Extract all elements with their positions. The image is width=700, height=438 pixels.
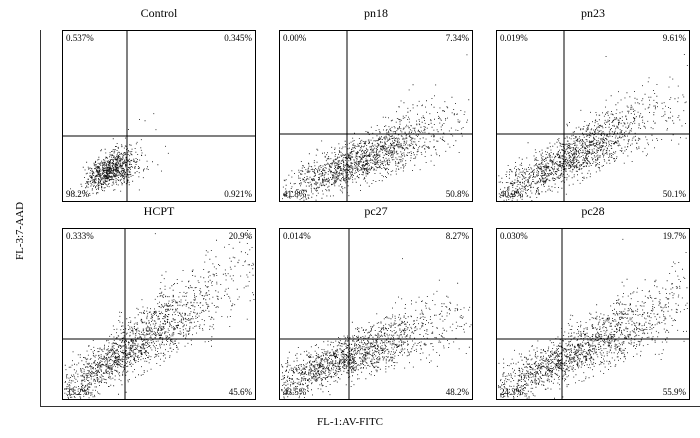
event-dots (282, 54, 470, 201)
y-axis-label: FL-3:7-AAD (14, 201, 26, 260)
panel-title: HCPT (143, 204, 175, 218)
quadrant-upper-right-value: 7.34% (445, 33, 469, 43)
quadrant-upper-right-value: 20.9% (228, 231, 252, 241)
panel-title: pc27 (364, 204, 388, 218)
quadrant-upper-right-value: 8.27% (445, 231, 469, 241)
plot-frame (62, 228, 256, 400)
scatter-plot (279, 228, 473, 400)
quadrant-upper-right-value: 19.7% (662, 231, 686, 241)
quadrant-lower-left-value: 24.3% (500, 387, 524, 397)
scatter-panel-pc28: pc28 0.030% 19.7% 24.3% 55.9% (496, 204, 690, 400)
quadrant-lower-left-value: 33.2% (66, 387, 90, 397)
scatter-plot (496, 30, 690, 202)
scatter-panel-pc27: pc27 0.014% 8.27% 43.5% 48.2% (279, 204, 473, 400)
quadrant-lower-left-value: 43.5% (283, 387, 307, 397)
x-axis-label: FL-1:AV-FITC (316, 416, 384, 428)
scatter-panel-pn23: pn23 0.019% 9.61% 40.2% 50.1% (496, 6, 690, 202)
event-dots (281, 258, 472, 399)
x-axis-line (40, 406, 700, 407)
y-axis-line (40, 30, 41, 406)
scatter-panel-hcpt: HCPT 0.333% 20.9% 33.2% 45.6% (62, 204, 256, 400)
quadrant-upper-right-value: 9.61% (662, 33, 686, 43)
quadrant-upper-left-value: 0.019% (500, 33, 528, 43)
scatter-plot (496, 228, 690, 400)
quadrant-lower-right-value: 0.921% (224, 189, 252, 199)
quadrant-lower-left-value: 98.2% (66, 189, 90, 199)
quadrant-lower-left-value: 41.8% (283, 189, 307, 199)
event-dots (498, 54, 688, 201)
quadrant-upper-right-value: 0.345% (224, 33, 252, 43)
plot-frame (496, 30, 690, 202)
plot-frame (279, 228, 473, 400)
plot-frame (496, 228, 690, 400)
scatter-plot (62, 228, 256, 400)
quadrant-upper-left-value: 0.537% (66, 33, 94, 43)
quadrant-upper-left-value: 0.014% (283, 231, 311, 241)
panel-title: pn18 (364, 6, 388, 20)
event-dots (70, 113, 169, 196)
panel-title: Control (140, 6, 178, 20)
quadrant-lower-left-value: 40.2% (500, 189, 524, 199)
scatter-panel-control: Control 0.537% 0.345% 98.2% 0.921% (62, 6, 256, 202)
plot-frame (279, 30, 473, 202)
quadrant-lower-right-value: 48.2% (445, 387, 469, 397)
scatter-plot (62, 30, 256, 202)
quadrant-lower-right-value: 55.9% (662, 387, 686, 397)
event-dots (64, 230, 255, 399)
plot-frame (62, 30, 256, 202)
scatter-plot (279, 30, 473, 202)
quadrant-lower-right-value: 50.1% (662, 189, 686, 199)
quadrant-upper-left-value: 0.030% (500, 231, 528, 241)
quadrant-upper-left-value: 0.00% (283, 33, 307, 43)
panel-title: pn23 (581, 6, 605, 20)
scatter-panel-pn18: pn18 0.00% 7.34% 41.8% 50.8% (279, 6, 473, 202)
quadrant-upper-left-value: 0.333% (66, 231, 94, 241)
quadrant-lower-right-value: 45.6% (228, 387, 252, 397)
quadrant-lower-right-value: 50.8% (445, 189, 469, 199)
panel-title: pc28 (581, 204, 605, 218)
